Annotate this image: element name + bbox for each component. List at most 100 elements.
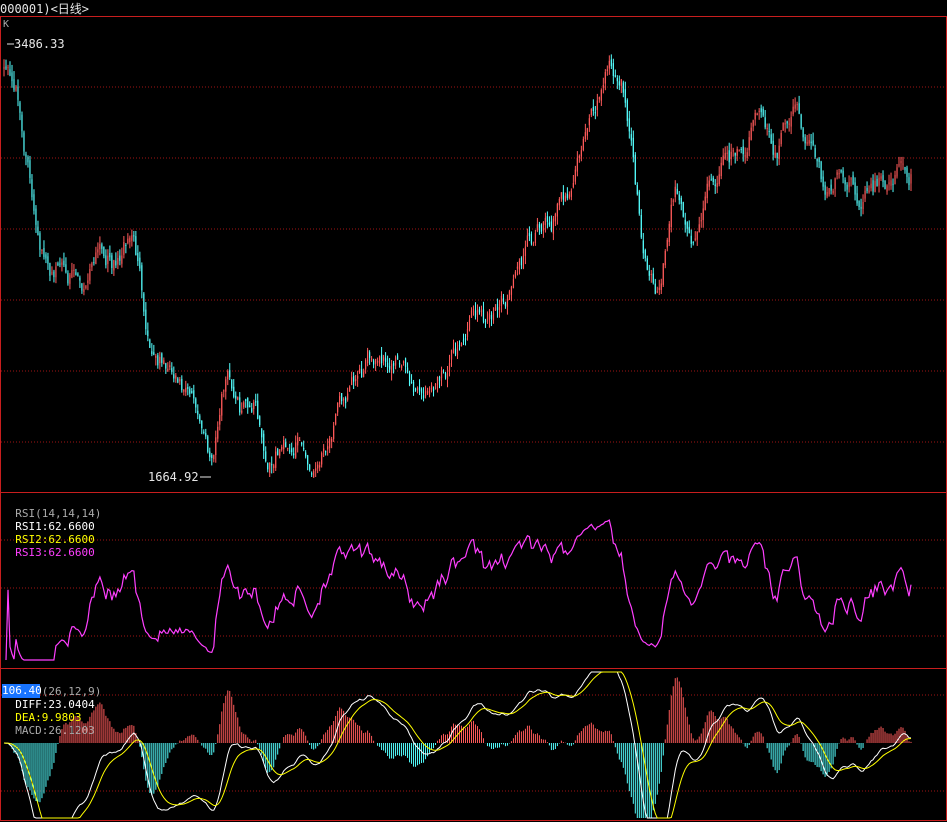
candle-body xyxy=(654,283,656,294)
candle-body xyxy=(327,446,329,450)
candle-body xyxy=(412,381,415,393)
candle-body xyxy=(27,157,29,163)
candle-body xyxy=(698,224,700,233)
candle-body xyxy=(848,182,850,187)
candle-body xyxy=(165,363,167,369)
candle-body xyxy=(378,356,381,364)
candle-body xyxy=(780,132,782,145)
candle-body xyxy=(372,360,375,365)
candle-body xyxy=(15,86,17,91)
candle-body xyxy=(718,174,720,185)
candle-body xyxy=(910,174,912,184)
candle-body xyxy=(285,442,287,448)
candle-body xyxy=(67,273,69,284)
candle-body xyxy=(852,175,854,184)
candle-body xyxy=(335,413,337,425)
candle-body xyxy=(568,194,570,198)
candle-body xyxy=(636,185,638,195)
candle-body xyxy=(678,194,680,201)
candle-body xyxy=(682,202,684,217)
candle-body xyxy=(506,299,509,307)
candle-body xyxy=(333,425,335,439)
candle-body xyxy=(309,464,311,470)
candle-body xyxy=(253,402,255,410)
candle-body xyxy=(692,242,694,244)
candle-body xyxy=(440,370,443,379)
candle-body xyxy=(255,401,257,403)
candle-body xyxy=(307,455,309,465)
candle-body xyxy=(666,239,668,248)
candle-body xyxy=(680,197,682,204)
candle-body xyxy=(508,291,511,300)
kline-panel-label: K xyxy=(3,19,9,30)
rsi-params: RSI(14,14,14) xyxy=(15,507,102,520)
candle-body xyxy=(846,184,848,190)
candle-body xyxy=(744,155,746,157)
candle-body xyxy=(225,379,227,392)
candle-body xyxy=(826,192,828,197)
candle-body xyxy=(478,309,481,313)
candle-body xyxy=(223,390,225,392)
candle-body xyxy=(109,252,111,258)
candle-body xyxy=(870,183,872,189)
candle-body xyxy=(736,148,738,156)
candle-body xyxy=(199,415,201,422)
candle-body xyxy=(71,270,73,278)
candle-body xyxy=(203,431,205,434)
candle-body xyxy=(564,195,566,202)
candle-body xyxy=(159,356,161,364)
candle-body xyxy=(368,352,371,358)
candle-body xyxy=(359,368,361,373)
candle-body xyxy=(33,194,35,211)
candle-body xyxy=(554,214,556,222)
candle-body xyxy=(552,218,554,234)
candle-body xyxy=(181,378,183,391)
candle-body xyxy=(353,376,355,382)
candle-body xyxy=(147,330,149,337)
candle-body xyxy=(365,360,367,370)
candlesticks[interactable] xyxy=(3,54,912,478)
candle-body xyxy=(187,386,189,389)
candle-body xyxy=(546,216,549,222)
candle-body xyxy=(357,375,359,379)
candle-body xyxy=(498,307,501,310)
candle-body xyxy=(890,180,892,186)
candle-body xyxy=(796,104,798,106)
candle-body xyxy=(85,286,87,289)
candle-body xyxy=(824,185,826,195)
candle-body xyxy=(486,319,489,322)
candle-body xyxy=(834,178,836,190)
candle-body xyxy=(828,188,830,195)
candle-body xyxy=(11,72,13,82)
candle-body xyxy=(754,112,756,120)
candle-body xyxy=(386,362,389,368)
candle-body xyxy=(137,253,139,262)
candle-body xyxy=(249,405,251,408)
candle-body xyxy=(558,199,560,206)
candle-body xyxy=(213,455,215,460)
candle-body xyxy=(516,266,519,269)
candle-body xyxy=(139,257,141,269)
candle-body xyxy=(688,226,690,233)
candle-body xyxy=(808,140,810,144)
candle-body xyxy=(742,146,744,155)
candle-body xyxy=(892,183,894,185)
candle-body xyxy=(628,118,630,132)
candle-body xyxy=(251,408,253,412)
candle-body xyxy=(414,389,417,391)
candle-body xyxy=(574,169,576,182)
candle-body xyxy=(882,175,884,182)
candle-body xyxy=(63,260,65,266)
candle-body xyxy=(472,309,475,311)
candle-body xyxy=(528,232,531,237)
candle-body xyxy=(860,206,862,209)
chart-title: 000001)<日线> xyxy=(0,2,90,16)
candle-body xyxy=(329,438,331,448)
candle-body xyxy=(57,263,59,266)
candle-body xyxy=(420,388,423,394)
candle-body xyxy=(65,264,67,273)
candle-body xyxy=(361,369,363,378)
candle-body xyxy=(614,75,616,77)
candle-body xyxy=(444,373,447,378)
